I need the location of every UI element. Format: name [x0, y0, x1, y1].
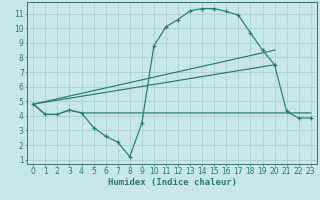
X-axis label: Humidex (Indice chaleur): Humidex (Indice chaleur) [108, 178, 236, 187]
